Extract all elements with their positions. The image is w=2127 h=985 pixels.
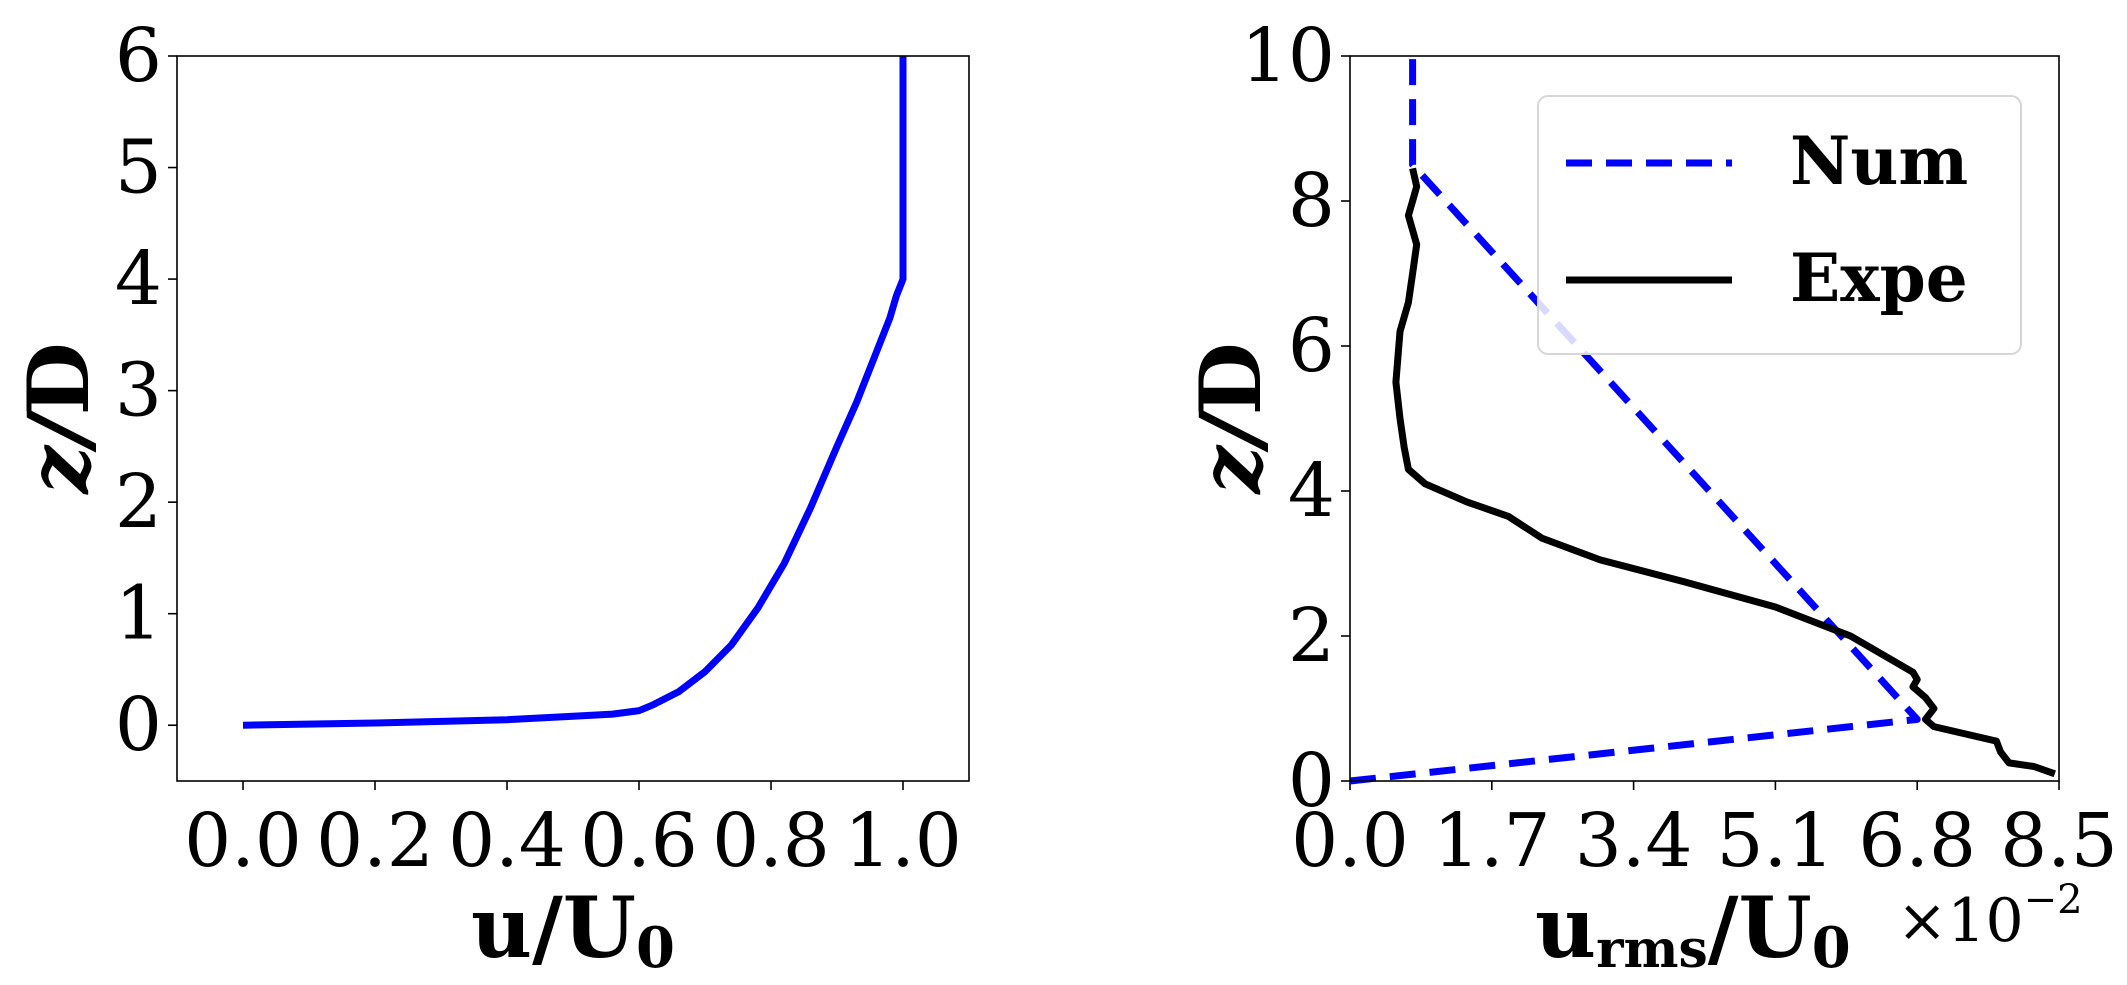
left-y-tick-label: 6 <box>115 13 162 99</box>
right-y-tick-label: 6 <box>1288 303 1335 389</box>
right-x-tick-label: 8.5 <box>2000 798 2118 884</box>
right-x-axis-label: urms/U0 <box>1535 878 1851 981</box>
left-y-axis-label: z/D <box>9 342 108 495</box>
left-y-tick-label: 4 <box>115 236 162 322</box>
left-ticks: 0.0 0.2 0.4 0.6 0.8 1.0 0 1 2 3 4 5 6 <box>115 13 962 884</box>
left-x-axis-label: u/U0 <box>471 878 675 981</box>
left-y-tick-label: 3 <box>115 348 162 434</box>
left-x-tick-label: 0.8 <box>712 798 830 884</box>
left-panel: 0.0 0.2 0.4 0.6 0.8 1.0 0 1 2 3 4 5 6 u/U0 z/D <box>9 13 970 981</box>
right-y-tick-label: 4 <box>1288 448 1335 534</box>
right-series <box>1349 56 2056 785</box>
right-y-tick-label: 8 <box>1288 158 1335 244</box>
left-x-tick-label: 0.2 <box>316 798 434 884</box>
right-x-tick-label: 6.8 <box>1858 798 1976 884</box>
right-y-tick-label: 0 <box>1288 738 1335 824</box>
right-x-tick-label: 0.0 <box>1291 798 1409 884</box>
right-series-expe-line <box>1392 167 2056 778</box>
right-ticks: 0.0 1.7 3.4 5.1 6.8 8.5 0 2 4 6 8 10 <box>1241 13 2118 884</box>
right-series-num-line <box>1349 56 1921 785</box>
right-x-multiplier: ×10−2 <box>1897 877 2083 956</box>
left-plot-frame <box>176 55 970 782</box>
right-y-tick-label: 2 <box>1288 593 1335 679</box>
left-series <box>242 56 907 729</box>
left-y-tick-label: 1 <box>115 571 162 657</box>
right-x-tick-label: 1.7 <box>1433 798 1551 884</box>
legend-expe-label: Expe <box>1790 239 1968 317</box>
legend-num-label: Num <box>1790 122 1968 200</box>
left-x-tick-label: 0.0 <box>184 798 302 884</box>
right-x-tick-label: 5.1 <box>1717 798 1835 884</box>
right-y-axis-label: z/D <box>1181 342 1280 495</box>
left-y-tick-label: 2 <box>115 459 162 545</box>
left-x-tick-label: 1.0 <box>844 798 962 884</box>
left-y-tick-label: 5 <box>115 125 162 211</box>
left-x-tick-label: 0.4 <box>448 798 566 884</box>
left-x-tick-label: 0.6 <box>580 798 698 884</box>
right-y-tick-label: 10 <box>1241 13 1335 99</box>
left-series-0-line <box>242 56 907 729</box>
legend: Num Expe <box>1537 95 2022 355</box>
right-plot-frame <box>1349 55 2060 782</box>
left-y-tick-label: 0 <box>115 682 162 768</box>
right-x-tick-label: 3.4 <box>1575 798 1693 884</box>
